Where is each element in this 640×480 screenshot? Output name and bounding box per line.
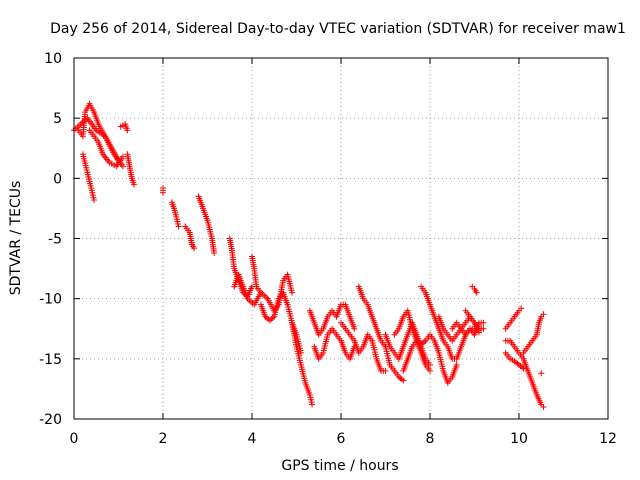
data-point	[175, 223, 182, 230]
y-tick-label: -20	[39, 412, 62, 428]
data-point	[475, 329, 482, 336]
data-point	[160, 189, 166, 196]
data-point	[191, 245, 198, 252]
tick-label-layer: 0 2 4 6 8 10 12 -20 -15 -10 -5 0 5 10	[39, 51, 617, 447]
data-point	[119, 163, 126, 170]
data-point	[309, 401, 316, 408]
data-point	[289, 289, 296, 296]
data-point	[382, 367, 389, 374]
x-tick-label: 6	[337, 431, 346, 447]
x-tick-label: 12	[599, 431, 617, 447]
data-point	[131, 181, 138, 188]
data-point	[540, 403, 547, 410]
data-point	[269, 314, 276, 321]
data-point	[91, 196, 98, 203]
data-point	[400, 377, 407, 384]
chart-title: Day 256 of 2014, Sidereal Day-to-day VTE…	[50, 21, 626, 37]
data-point	[538, 370, 545, 377]
points-layer	[71, 100, 547, 410]
data-point	[480, 319, 487, 326]
x-tick-label: 0	[70, 431, 79, 447]
data-point	[453, 361, 460, 368]
x-axis-label: GPS time / hours	[281, 458, 398, 474]
data-point	[520, 365, 527, 372]
x-tick-label: 8	[426, 431, 435, 447]
y-tick-label: -10	[39, 292, 62, 308]
data-point	[473, 289, 480, 296]
x-tick-label: 10	[510, 431, 528, 447]
data-point	[540, 311, 547, 318]
data-point	[427, 367, 433, 374]
y-tick-label: -5	[48, 232, 62, 248]
data-point	[398, 376, 405, 383]
data-point	[211, 249, 218, 256]
data-point	[518, 305, 525, 312]
data-point	[480, 325, 487, 332]
data-point	[297, 349, 304, 356]
x-tick-label: 2	[159, 431, 168, 447]
y-axis-label: SDTVAR / TECUs	[8, 181, 24, 296]
y-tick-label: 5	[53, 111, 62, 127]
y-tick-label: 0	[53, 171, 62, 187]
data-point	[518, 364, 525, 371]
data-point	[421, 338, 428, 345]
y-tick-label: 10	[44, 51, 62, 67]
ticks-layer	[73, 57, 609, 420]
data-point	[124, 127, 131, 134]
y-tick-label: -15	[39, 352, 62, 368]
grid-layer	[74, 58, 608, 419]
x-tick-label: 4	[248, 431, 257, 447]
data-point	[351, 325, 358, 332]
